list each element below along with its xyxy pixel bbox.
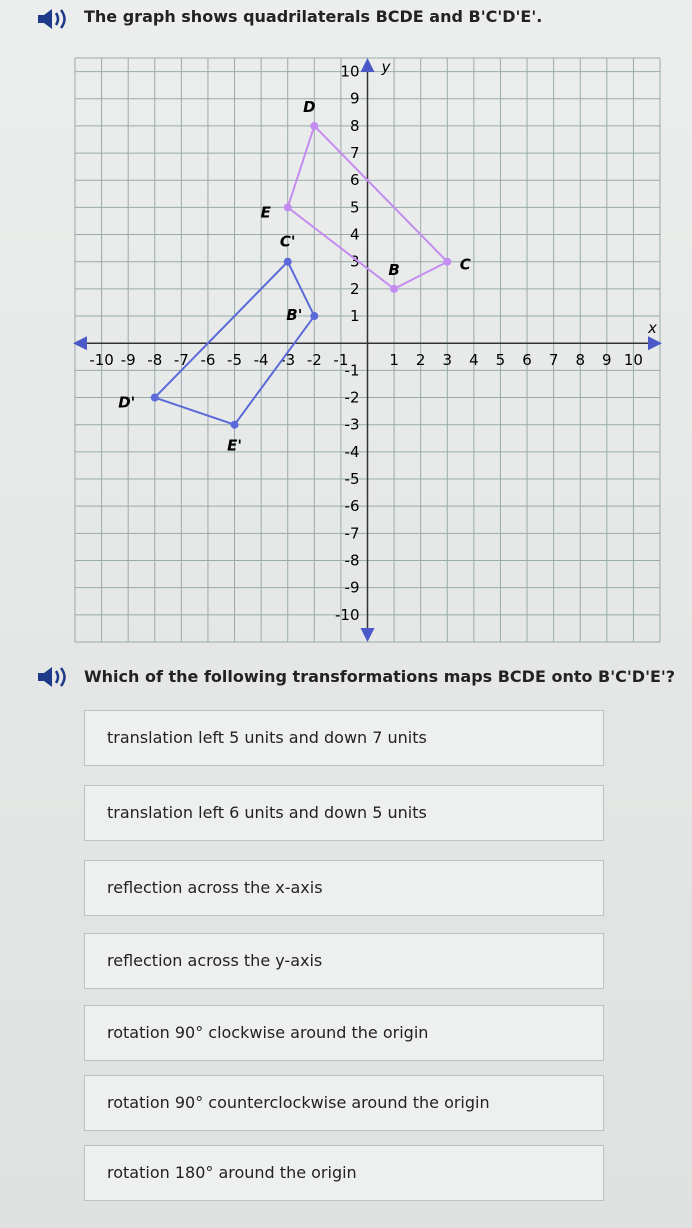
y-tick-label: 4 <box>350 226 360 244</box>
y-tick-label: -8 <box>345 552 360 570</box>
x-tick-label: -7 <box>174 351 189 369</box>
x-tick-label: -2 <box>307 351 322 369</box>
y-tick-label: 5 <box>350 198 360 216</box>
x-tick-label: 1 <box>389 351 399 369</box>
x-tick-label: 6 <box>522 351 532 369</box>
x-tick-label: -9 <box>121 351 136 369</box>
y-tick-label: 1 <box>350 307 360 325</box>
y-tick-label: 3 <box>350 253 360 271</box>
answer-choice[interactable]: translation left 6 units and down 5 unit… <box>84 785 604 841</box>
vertex <box>310 312 319 321</box>
speaker-icon[interactable] <box>34 664 72 690</box>
y-tick-label: 6 <box>350 171 360 189</box>
vertex <box>310 121 319 130</box>
y-axis-label: y <box>381 58 392 76</box>
vertex <box>230 420 239 429</box>
vertex-label: C <box>460 256 471 274</box>
answer-choice[interactable]: translation left 5 units and down 7 unit… <box>84 710 604 766</box>
y-tick-label: -6 <box>345 497 360 515</box>
vertex-label: B <box>388 261 399 279</box>
vertex <box>150 393 159 402</box>
x-tick-label: -8 <box>147 351 162 369</box>
x-tick-label: 10 <box>624 351 643 369</box>
y-tick-label: -7 <box>345 524 360 542</box>
x-tick-label: -1 <box>333 351 348 369</box>
x-tick-label: 8 <box>575 351 585 369</box>
x-tick-label: -4 <box>254 351 269 369</box>
x-axis-label: x <box>647 319 657 337</box>
x-tick-label: 9 <box>602 351 612 369</box>
vertex <box>283 257 292 266</box>
answer-choice[interactable]: rotation 90° clockwise around the origin <box>84 1005 604 1061</box>
answer-choice[interactable]: reflection across the y-axis <box>84 933 604 989</box>
vertex-label: E <box>261 203 272 221</box>
y-tick-label: 8 <box>350 117 360 135</box>
x-tick-label: 7 <box>549 351 559 369</box>
header-text: The graph shows quadrilaterals BCDE and … <box>84 7 543 26</box>
vertex-label: D' <box>118 394 135 412</box>
y-tick-label: -9 <box>345 579 360 597</box>
y-tick-label: 2 <box>350 280 360 298</box>
vertex <box>283 203 292 212</box>
y-tick-label: -1 <box>345 361 360 379</box>
x-tick-label: 4 <box>469 351 479 369</box>
speaker-icon[interactable] <box>34 6 72 32</box>
question-text: Which of the following transformations m… <box>84 667 676 686</box>
x-tick-label: -10 <box>89 351 114 369</box>
vertex-label: E' <box>227 437 242 455</box>
answer-choice[interactable]: reflection across the x-axis <box>84 860 604 916</box>
y-tick-label: 10 <box>340 63 359 81</box>
x-tick-label: 2 <box>416 351 426 369</box>
y-tick-label: -4 <box>345 443 360 461</box>
x-tick-label: 5 <box>496 351 506 369</box>
x-tick-label: -5 <box>227 351 242 369</box>
vertex-label: C' <box>280 233 296 251</box>
y-tick-label: -10 <box>335 606 360 624</box>
x-tick-label: 3 <box>442 351 452 369</box>
coordinate-graph: -10 -9 -8 -7 -6 -5 -4 -3 -2 -1 1 2 3 4 5 6 7 8 9 10-10-9-8-… <box>73 57 662 643</box>
y-tick-label: -2 <box>345 389 360 407</box>
y-tick-label: -5 <box>345 470 360 488</box>
y-tick-label: 9 <box>350 90 360 108</box>
x-tick-label: -6 <box>200 351 215 369</box>
answer-choice[interactable]: rotation 180° around the origin <box>84 1145 604 1201</box>
vertex <box>443 257 452 266</box>
vertex-label: D <box>303 98 315 116</box>
y-tick-label: -3 <box>345 416 360 434</box>
answer-choice[interactable]: rotation 90° counterclockwise around the… <box>84 1075 604 1131</box>
vertex-label: B' <box>286 306 302 324</box>
vertex <box>390 284 399 293</box>
y-tick-label: 7 <box>350 144 360 162</box>
